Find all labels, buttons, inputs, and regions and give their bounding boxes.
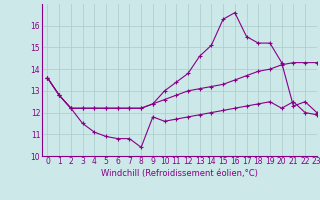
- X-axis label: Windchill (Refroidissement éolien,°C): Windchill (Refroidissement éolien,°C): [101, 169, 258, 178]
